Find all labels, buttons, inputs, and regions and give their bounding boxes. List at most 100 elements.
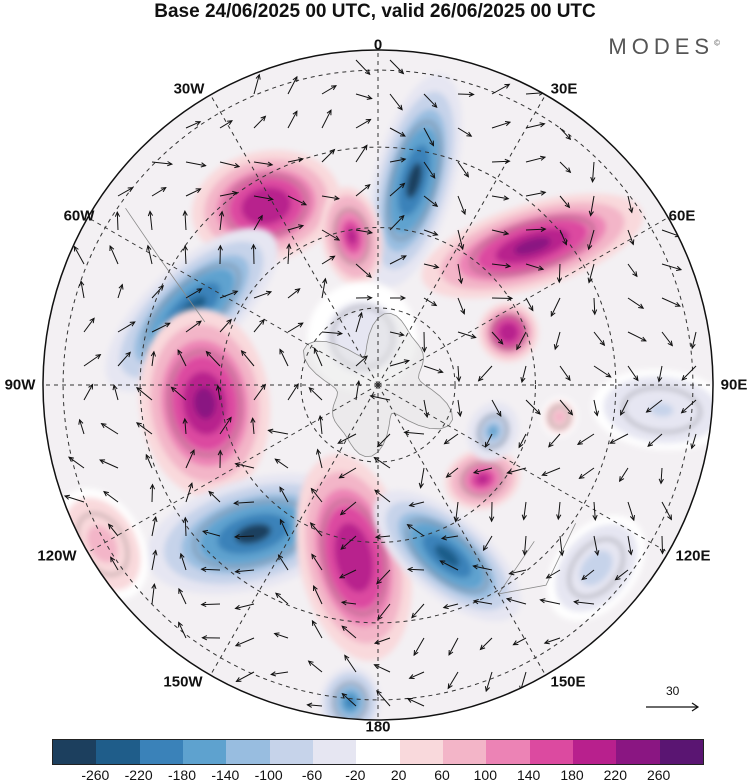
colorbar-segment — [312, 740, 357, 764]
wind-arrow-head — [150, 350, 156, 357]
wind-arrow-head — [468, 91, 475, 97]
wind-arrow-head — [362, 144, 368, 151]
wind-arrow-head — [294, 288, 301, 294]
wind-arrow-shaft — [627, 501, 635, 521]
wind-arrow-head — [482, 545, 488, 552]
wind-arrow-shaft — [185, 188, 201, 197]
colorbar-tick-label: -180 — [167, 767, 197, 783]
wind-arrow-shaft — [185, 121, 201, 129]
wind-arrow-shaft — [341, 601, 357, 605]
wind-arrow-head — [270, 671, 277, 677]
wind-arrow-head — [374, 534, 381, 540]
wind-arrow-head — [99, 459, 106, 465]
wind-arrow-head — [316, 448, 322, 455]
wind-arrow-head — [578, 473, 585, 480]
wind-arrow-head — [158, 284, 164, 291]
wind-arrow-shaft — [409, 501, 425, 507]
wind-arrow-head — [484, 686, 490, 693]
wind-arrow-head — [614, 574, 621, 581]
wind-arrow-head — [528, 305, 534, 312]
wind-arrow-shaft — [103, 491, 119, 503]
colorbar-segment — [269, 740, 313, 764]
wind-arrow-head — [397, 104, 403, 111]
wind-arrow-head — [182, 417, 188, 424]
wind-arrow-shaft — [377, 603, 391, 620]
wind-arrow-shaft — [287, 288, 301, 299]
wind-arrow-head — [489, 516, 495, 523]
wind-arrow-shaft — [151, 351, 155, 367]
wind-arrow-head — [609, 438, 616, 444]
wind-arrow-head — [293, 383, 299, 390]
wind-arrow-shaft — [374, 664, 391, 673]
wind-arrow-head — [443, 439, 450, 445]
wind-arrow-head — [366, 272, 372, 278]
wind-arrow-head — [357, 311, 363, 318]
wind-arrow-head — [279, 486, 285, 493]
wind-arrow-head — [594, 550, 600, 557]
wind-arrow-shaft — [593, 399, 598, 416]
wind-arrow-shaft — [184, 517, 187, 537]
wind-arrow-head — [326, 109, 332, 116]
colorbar-segment — [53, 740, 97, 764]
wind-arrow-head — [227, 120, 233, 126]
wind-arrow-shaft — [518, 433, 527, 448]
wind-arrow-shaft — [574, 601, 595, 605]
wind-arrow-head — [233, 534, 240, 540]
wind-arrow-shaft — [287, 383, 299, 401]
wind-arrow-shaft — [147, 245, 153, 265]
wind-arrow-head — [63, 494, 70, 500]
wind-arrow-head — [472, 469, 479, 475]
wind-arrow-shaft — [590, 195, 595, 216]
wind-arrow-shaft — [627, 263, 638, 277]
wind-arrow-head — [541, 471, 548, 476]
wind-arrow-head — [400, 255, 407, 261]
wind-arrow-head — [152, 549, 158, 556]
wind-arrow-head — [548, 441, 554, 448]
wind-arrow-head — [522, 549, 528, 556]
wind-arrow-head — [200, 162, 207, 168]
colorbar-tick-label: 220 — [603, 767, 628, 783]
wind-arrow-head — [587, 244, 593, 251]
wind-arrow-head — [250, 243, 257, 250]
wind-arrow-head — [334, 235, 341, 241]
wind-arrow-head — [373, 456, 380, 463]
wind-arrow-head — [297, 322, 304, 328]
wind-arrow-shaft — [235, 463, 255, 469]
wind-arrow-head — [201, 635, 208, 641]
wind-arrow-head — [202, 529, 209, 535]
wind-arrow-head — [330, 85, 337, 91]
map-border — [42, 49, 714, 721]
wind-arrow-shaft — [321, 109, 332, 129]
wind-arrow-head — [440, 535, 447, 541]
wind-arrow-shaft — [219, 211, 223, 231]
wind-arrow-shaft — [201, 568, 221, 571]
wind-arrow-shaft — [457, 229, 464, 250]
wind-arrow-head — [205, 350, 212, 357]
wind-arrow-shaft — [558, 263, 561, 283]
wind-arrow-head — [658, 478, 664, 485]
wind-arrow-head — [234, 462, 241, 468]
wind-arrow-shaft — [185, 288, 202, 299]
wind-arrow-head — [411, 612, 417, 619]
wind-arrow-shaft — [268, 429, 289, 435]
wind-arrow-shaft — [423, 195, 438, 207]
wind-arrow-shaft — [313, 585, 323, 605]
wind-arrow-shaft — [83, 318, 95, 333]
wind-arrow-head — [279, 348, 285, 355]
wind-arrow-head — [195, 121, 202, 126]
wind-arrow-head — [540, 226, 547, 232]
wind-arrow-shaft — [542, 467, 561, 476]
wind-arrow-shaft — [389, 255, 407, 265]
wind-arrow-shaft — [376, 569, 391, 585]
colorbar-tick-label: 60 — [434, 767, 450, 783]
wind-arrow-head — [267, 196, 274, 202]
wind-arrow-head — [403, 430, 410, 436]
wind-arrow-shaft — [559, 365, 571, 381]
wind-arrow-head — [369, 394, 376, 400]
colorbar-segment — [226, 740, 270, 764]
wind-arrow-head — [398, 214, 405, 221]
wind-arrow-head — [189, 449, 195, 456]
wind-arrow-shaft — [627, 297, 644, 309]
wind-arrow-head — [146, 244, 152, 251]
wind-arrow-shaft — [117, 351, 131, 367]
